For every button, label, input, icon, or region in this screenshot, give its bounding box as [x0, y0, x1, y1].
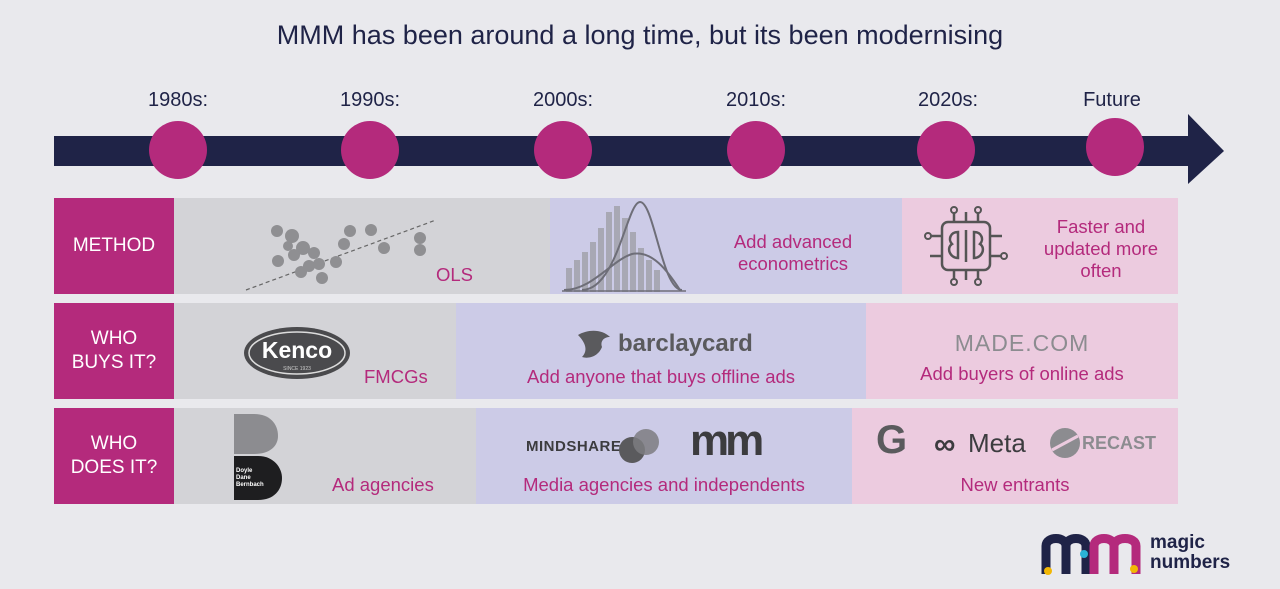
era-label-2000s: 2000s: [532, 89, 594, 111]
meta-infinity-icon: ∞ [934, 428, 956, 461]
econometrics-label: Add advanced econometrics [733, 231, 853, 274]
online-label: Add buyers of online ads [920, 363, 1124, 384]
timeline-arrow [54, 114, 1224, 184]
ols-label: OLS [436, 264, 474, 285]
era-label-1980s: 1980s: [147, 89, 209, 111]
who-does-segment-media: MINDSHARE mm Media agencies and independ… [476, 408, 852, 504]
kenco-logo: Kenco SINCE 1923 [244, 327, 350, 379]
made-com-logo: MADE.COM [954, 330, 1090, 356]
method-header: METHOD [54, 198, 174, 294]
method-row: METHOD OLS [54, 198, 1178, 294]
who-buys-segment-fmcgs: Kenco SINCE 1923 FMCGs [174, 303, 456, 399]
timeline-bar [54, 136, 1194, 166]
distribution-chart-icon [562, 200, 686, 292]
brand-name: magic numbers [1150, 533, 1250, 573]
meta-logo: Meta [968, 428, 1026, 458]
recast-icon [1050, 428, 1080, 458]
who-buys-header: WHO BUYS IT? [54, 303, 174, 399]
scatter-plot-icon [245, 219, 437, 291]
page-title: MMM has been around a long time, but its… [276, 20, 1004, 50]
magic-numbers-mm-logo: mm [690, 416, 764, 465]
who-does-segment-new-entrants: G ∞ Meta RECAST New entrants [852, 408, 1178, 504]
era-label-2010s: 2010s: [725, 89, 787, 111]
faster-label: Faster and updated more often [1043, 216, 1159, 281]
mindshare-logo: MINDSHARE [526, 438, 622, 455]
timeline-node-future [1086, 118, 1144, 176]
timeline-node-2010s [727, 121, 785, 179]
offline-label: Add anyone that buys offline ads [526, 366, 796, 387]
who-buys-segment-online: MADE.COM Add buyers of online ads [866, 303, 1178, 399]
who-does-row: WHO DOES IT? Doyle Dane Bernbach Ad agen… [54, 408, 1178, 504]
timeline-arrowhead [1188, 114, 1224, 184]
who-does-header-text: WHO DOES IT? [70, 433, 158, 478]
magic-numbers-logo [1041, 534, 1141, 575]
ad-agencies-label: Ad agencies [332, 474, 434, 495]
ddb-logo [234, 414, 282, 500]
timeline-node-2000s [534, 121, 592, 179]
recast-logo: RECAST [1082, 433, 1157, 453]
who-buys-row: WHO BUYS IT? Kenco SINCE 1923 FMCGs barc… [54, 303, 1178, 399]
barclaycard-eagle-icon [578, 330, 610, 358]
barclaycard-logo: barclaycard [618, 330, 753, 357]
method-segment-ols: OLS [174, 198, 550, 294]
who-does-header: WHO DOES IT? [54, 408, 174, 504]
fmcgs-label: FMCGs [364, 366, 428, 387]
who-does-segment-ad-agencies: Doyle Dane Bernbach Ad agencies [174, 408, 476, 504]
media-agencies-label: Media agencies and independents [523, 474, 805, 495]
ddb-logo-text: Doyle Dane Bernbach [236, 468, 264, 488]
who-buys-header-text: WHO BUYS IT? [71, 328, 157, 373]
new-entrants-label: New entrants [960, 474, 1070, 495]
kenco-logo-text: Kenco [262, 337, 332, 363]
era-label-1990s: 1990s: [339, 89, 401, 111]
era-label-future: Future [1083, 89, 1141, 111]
google-logo: G [876, 418, 908, 462]
timeline-node-2020s [917, 121, 975, 179]
timeline-node-1990s [341, 121, 399, 179]
kenco-since-text: SINCE 1923 [283, 366, 311, 372]
method-segment-faster: Faster and updated more often [902, 198, 1178, 294]
brain-chip-icon [924, 206, 1008, 286]
era-label-2020s: 2020s: [917, 89, 979, 111]
mindshare-circles-icon [619, 429, 659, 463]
method-segment-econometrics: Add advanced econometrics [550, 198, 902, 294]
who-buys-segment-offline: barclaycard Add anyone that buys offline… [456, 303, 866, 399]
brand-name-text: magic numbers [1150, 532, 1231, 573]
timeline-node-1980s [149, 121, 207, 179]
